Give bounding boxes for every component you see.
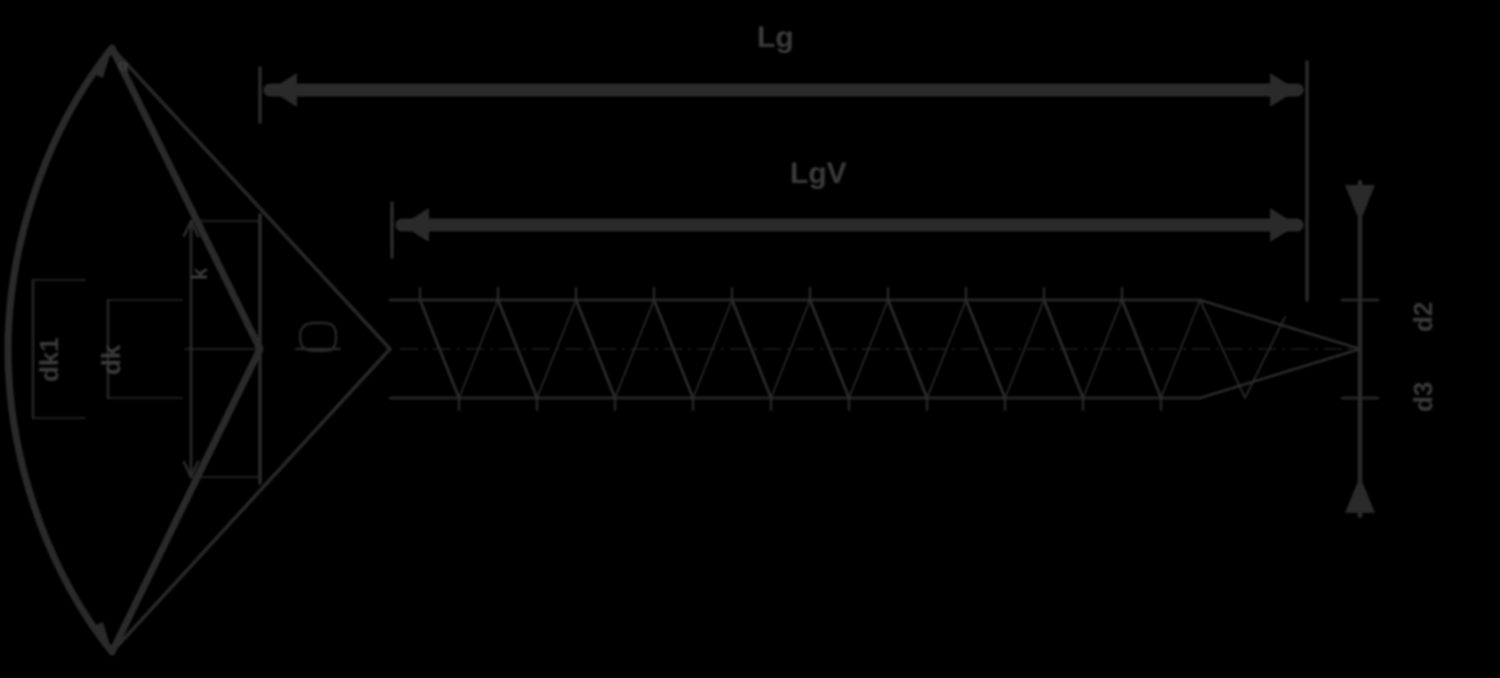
svg-text:d2: d2 <box>1408 302 1438 332</box>
svg-text:d3: d3 <box>1408 382 1438 412</box>
svg-text:dk: dk <box>96 344 126 375</box>
svg-text:α: α <box>118 56 129 75</box>
svg-text:Lg: Lg <box>757 21 794 54</box>
svg-text:LgV: LgV <box>790 157 847 190</box>
svg-text:k: k <box>187 267 212 280</box>
svg-text:dk1: dk1 <box>34 337 64 382</box>
